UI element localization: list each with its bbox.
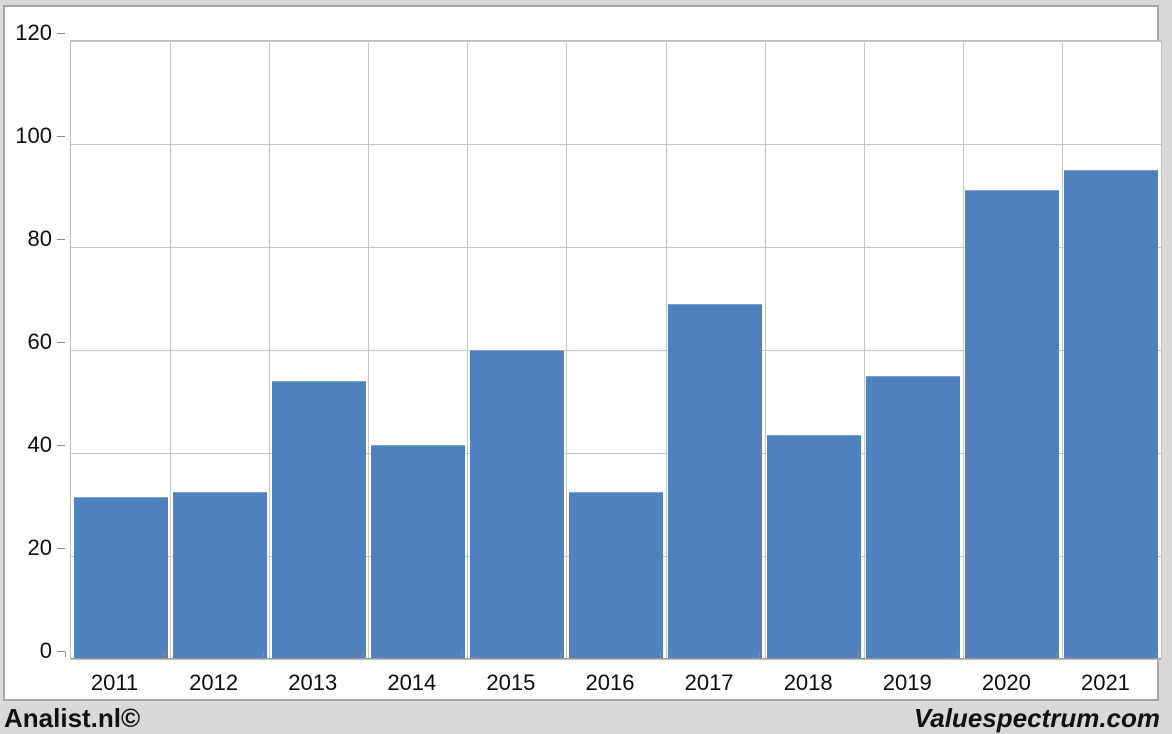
y-tick-label-40: 40 xyxy=(27,432,52,457)
plot-area xyxy=(70,40,1162,660)
x-tick-mark xyxy=(263,652,264,657)
gridline-vertical xyxy=(269,41,270,659)
x-tick-mark xyxy=(461,652,462,657)
x-tick-label-2018: 2018 xyxy=(783,670,833,695)
x-tick-label-2013: 2013 xyxy=(288,670,338,695)
gridline-vertical xyxy=(666,41,667,659)
gridline-vertical xyxy=(963,41,964,659)
x-tick-label-2019: 2019 xyxy=(882,670,932,695)
y-tick-mark xyxy=(57,136,65,137)
footer-left-brand: Analist.nl© xyxy=(4,703,141,733)
y-tick-mark xyxy=(57,342,65,343)
y-tick-label-100: 100 xyxy=(15,123,52,148)
x-tick-label-2016: 2016 xyxy=(585,670,635,695)
x-tick-label-2017: 2017 xyxy=(684,670,734,695)
x-tick-mark xyxy=(1155,652,1156,657)
y-tick-mark xyxy=(57,548,65,549)
y-tick-mark xyxy=(57,33,65,34)
y-tick-mark xyxy=(57,239,65,240)
footer-right-brand: Valuespectrum.com xyxy=(913,703,1160,733)
y-tick-mark xyxy=(57,651,65,652)
gridline-horizontal xyxy=(71,41,1161,42)
bar-2015 xyxy=(469,350,564,659)
gridline-vertical xyxy=(1062,41,1063,659)
bar-2013 xyxy=(271,380,366,659)
x-tick-mark xyxy=(362,652,363,657)
x-tick-label-2020: 2020 xyxy=(981,670,1031,695)
gridline-horizontal xyxy=(71,144,1161,145)
x-tick-mark xyxy=(1056,652,1057,657)
bar-2018 xyxy=(767,434,862,659)
bar-2019 xyxy=(866,375,961,659)
y-tick-label-60: 60 xyxy=(27,329,52,354)
chart-frame xyxy=(3,5,1162,701)
x-tick-label-2012: 2012 xyxy=(189,670,239,695)
x-tick-mark xyxy=(957,652,958,657)
gridline-vertical xyxy=(368,41,369,659)
x-tick-mark xyxy=(560,652,561,657)
x-tick-label-2014: 2014 xyxy=(387,670,437,695)
x-tick-mark xyxy=(65,652,66,657)
y-tick-label-120: 120 xyxy=(15,20,52,45)
x-tick-label-2011: 2011 xyxy=(90,670,139,695)
gridline-vertical xyxy=(566,41,567,659)
bar-2016 xyxy=(568,491,664,659)
gridline-horizontal xyxy=(71,453,1161,454)
bar-2020 xyxy=(965,190,1060,659)
y-tick-label-80: 80 xyxy=(27,226,52,251)
gridline-horizontal xyxy=(71,247,1161,248)
y-tick-mark xyxy=(57,445,65,446)
x-tick-mark xyxy=(858,652,859,657)
bar-2011 xyxy=(73,496,168,659)
bar-2021 xyxy=(1064,169,1159,659)
x-tick-mark xyxy=(164,652,165,657)
bar-2014 xyxy=(370,445,465,659)
gridline-vertical xyxy=(467,41,468,659)
x-axis-line xyxy=(71,658,1161,659)
gridline-horizontal xyxy=(71,350,1161,351)
gridline-vertical xyxy=(864,41,865,659)
y-tick-label-0: 0 xyxy=(39,638,52,663)
gridline-vertical xyxy=(765,41,766,659)
gridline-vertical xyxy=(170,41,171,659)
bar-2017 xyxy=(668,303,763,659)
y-tick-label-20: 20 xyxy=(27,535,52,560)
x-tick-mark xyxy=(759,652,760,657)
x-tick-label-2021: 2021 xyxy=(1080,670,1130,695)
x-tick-mark xyxy=(660,652,661,657)
bar-2012 xyxy=(172,491,267,659)
x-tick-label-2015: 2015 xyxy=(486,670,536,695)
